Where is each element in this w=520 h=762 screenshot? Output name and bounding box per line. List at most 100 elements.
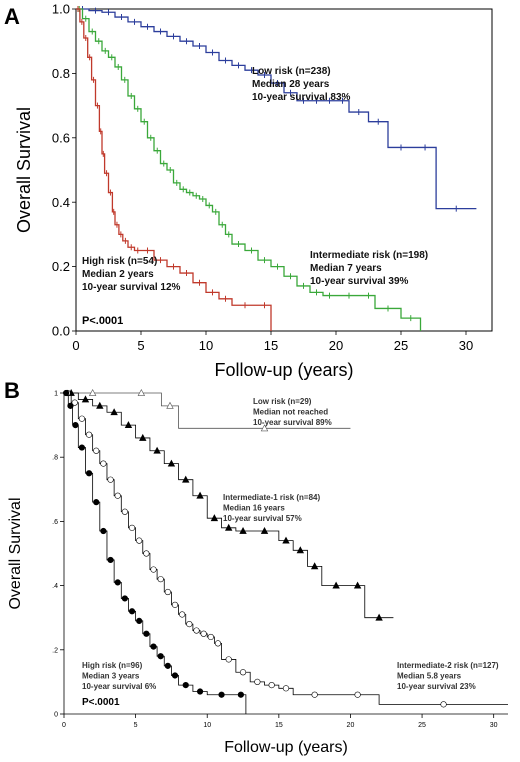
- data-point: [196, 491, 204, 499]
- series-label: 10-year survival 6%: [82, 682, 156, 691]
- data-point: [72, 422, 79, 429]
- y-tick-label: .2: [52, 647, 58, 654]
- data-point: [85, 470, 93, 477]
- y-axis-title: Overall Survival: [7, 497, 24, 609]
- panel-a: A 0 5 10 15 20 25 30 0.0 0.2 0.4 0.6 0.8 1.0 Follow-u…: [4, 2, 493, 380]
- data-point: [143, 630, 150, 637]
- y-tick-label: .8: [52, 455, 58, 462]
- data-point: [310, 562, 319, 570]
- data-point: [100, 527, 107, 535]
- data-point: [171, 601, 179, 608]
- data-point: [124, 421, 133, 429]
- data-point: [150, 566, 157, 573]
- data-point: [93, 499, 100, 506]
- y-tick-label: 1: [54, 390, 58, 397]
- series-label: Low risk (n=238): [252, 66, 331, 77]
- series-label: 10-year survival 89%: [253, 418, 332, 427]
- x-tick-label: 5: [137, 338, 144, 353]
- data-point: [85, 431, 93, 438]
- series-label: Intermediate-1 risk (n=84): [223, 493, 320, 502]
- data-point: [239, 669, 247, 676]
- data-point: [150, 643, 157, 650]
- data-point: [100, 460, 107, 467]
- x-tick-label: 5: [134, 722, 138, 729]
- x-tick-label: 0: [72, 338, 79, 353]
- data-point: [354, 691, 361, 698]
- data-point: [67, 402, 74, 409]
- data-point: [166, 401, 174, 409]
- data-point: [311, 691, 318, 698]
- x-axis-title: Follow-up (years): [214, 360, 353, 380]
- x-tick-label: 10: [199, 338, 213, 353]
- panel-a-letter: A: [4, 4, 20, 29]
- data-point: [332, 581, 340, 589]
- panel-b-letter: B: [4, 378, 20, 403]
- y-tick-label: 0: [54, 711, 58, 718]
- data-point: [207, 633, 214, 641]
- data-point: [136, 617, 143, 625]
- data-point: [157, 576, 164, 583]
- series-line-0: [64, 392, 351, 429]
- y-tick-label: 0.8: [52, 66, 70, 81]
- data-point: [110, 408, 118, 416]
- series-label: Low risk (n=29): [253, 397, 312, 406]
- data-point: [282, 536, 290, 544]
- x-tick-label: 30: [459, 338, 473, 353]
- y-tick-label: 0.0: [52, 324, 70, 339]
- series-label: Median not reached: [253, 407, 328, 416]
- data-point: [136, 537, 143, 544]
- data-point: [210, 514, 219, 522]
- data-point: [121, 595, 128, 602]
- data-point: [164, 588, 171, 596]
- series-label: Median 16 years: [223, 503, 285, 512]
- series-label: Median 2 years: [82, 269, 154, 280]
- data-point: [239, 526, 247, 534]
- data-point: [179, 611, 186, 618]
- x-axis-title: Follow-up (years): [224, 739, 348, 756]
- x-tick-label: 15: [264, 338, 278, 353]
- data-point: [96, 401, 104, 409]
- plot-frame: [75, 8, 493, 332]
- data-point: [121, 508, 128, 515]
- data-point: [114, 492, 121, 499]
- series-label: High risk (n=54): [82, 256, 157, 267]
- x-tick-label: 15: [275, 722, 283, 729]
- data-point: [218, 691, 225, 698]
- y-tick-label: .4: [52, 583, 58, 590]
- data-point: [78, 415, 86, 422]
- series-line-0: [76, 8, 477, 210]
- y-tick-label: .6: [52, 519, 58, 526]
- data-point: [237, 691, 244, 698]
- p-value: P<.0001: [82, 315, 123, 327]
- data-point: [88, 388, 97, 396]
- series-label: 10-year survival 57%: [223, 514, 302, 523]
- series-label: Median 3 years: [82, 671, 140, 680]
- data-point: [268, 682, 275, 689]
- x-tick-label: 30: [490, 722, 498, 729]
- x-tick-label: 20: [329, 338, 343, 353]
- data-point: [182, 475, 190, 483]
- y-axis-title: Overall Survival: [14, 107, 34, 233]
- x-tick-label: 10: [203, 722, 211, 729]
- series-label: 10-year survival 12%: [82, 282, 181, 293]
- data-point: [260, 424, 269, 432]
- series-line-1: [76, 8, 422, 331]
- data-point: [107, 476, 114, 483]
- data-point: [153, 446, 161, 454]
- series-label: Median 5.8 years: [397, 671, 462, 680]
- x-tick-label: 25: [418, 722, 426, 729]
- data-point: [296, 546, 305, 554]
- data-point: [171, 672, 179, 679]
- data-point: [143, 550, 150, 557]
- y-tick-label: 0.4: [52, 195, 70, 210]
- data-point: [128, 608, 136, 615]
- data-point: [81, 395, 90, 403]
- x-tick-label: 25: [394, 338, 408, 353]
- data-point: [157, 653, 164, 660]
- data-point: [78, 444, 86, 451]
- panel-b: B 0 5 10 15 20 25 30 0 .2 .4 .6 .8 1 Follow-up (years…: [4, 378, 508, 756]
- data-point: [164, 662, 171, 669]
- data-point: [353, 581, 362, 589]
- series-label: 10-year survival 39%: [310, 276, 409, 287]
